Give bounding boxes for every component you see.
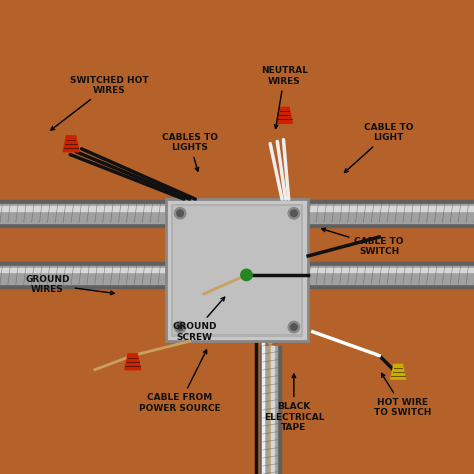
Text: BLACK
ELECTRICAL
TAPE: BLACK ELECTRICAL TAPE [264,374,324,432]
Text: CABLE FROM
POWER SOURCE: CABLE FROM POWER SOURCE [139,350,221,412]
Text: GROUND
WIRES: GROUND WIRES [25,275,114,295]
Bar [166,199,308,341]
Text: NEUTRAL
WIRES: NEUTRAL WIRES [261,66,308,128]
Text: GROUND
SCREW: GROUND SCREW [172,297,225,341]
Circle shape [288,208,300,219]
Bar [171,204,303,337]
Bar [271,346,274,474]
Polygon shape [125,354,141,370]
Circle shape [177,210,183,217]
Text: HOT WIRE
TO SWITCH: HOT WIRE TO SWITCH [374,374,432,417]
Bar [0,206,474,210]
Polygon shape [276,107,292,123]
Circle shape [291,210,297,217]
Text: CABLE TO
LIGHT: CABLE TO LIGHT [345,123,413,173]
Text: CABLE TO
SWITCH: CABLE TO SWITCH [322,228,404,256]
Polygon shape [391,365,406,379]
Bar [0,200,474,227]
Bar [0,265,474,284]
Polygon shape [63,136,79,152]
Bar [0,268,474,272]
Bar [263,346,277,474]
Circle shape [288,321,300,333]
Text: CABLES TO
LIGHTS: CABLES TO LIGHTS [162,133,218,171]
Bar [260,346,281,474]
Bar [173,206,301,334]
Circle shape [177,324,183,330]
Bar [0,204,474,223]
Text: SWITCHED HOT
WIRES: SWITCHED HOT WIRES [51,76,148,130]
Bar [0,262,474,288]
Circle shape [174,208,186,219]
Circle shape [291,324,297,330]
Circle shape [174,321,186,333]
Circle shape [241,269,252,281]
